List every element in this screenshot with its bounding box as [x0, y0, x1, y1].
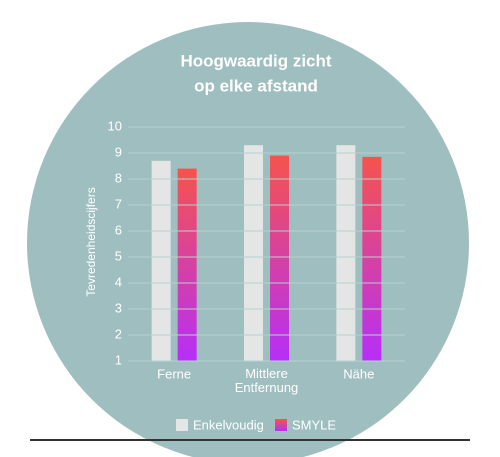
- y-tick-label: 8: [115, 170, 122, 185]
- chart-title: op elke afstand: [194, 76, 318, 95]
- x-tick-label: Mittlere Entfernung: [235, 366, 299, 395]
- y-tick-label: 1: [115, 352, 122, 367]
- legend-label: Enkelvoudig: [193, 417, 264, 432]
- y-tick-label: 6: [115, 222, 122, 237]
- legend-swatch: [275, 419, 287, 431]
- x-tick-label: Ferne: [157, 366, 191, 381]
- y-tick-label: 10: [108, 118, 122, 133]
- bar: [270, 155, 289, 361]
- legend-label: SMYLE: [292, 417, 336, 432]
- bar: [151, 160, 171, 361]
- x-tick-label: Nähe: [343, 366, 374, 381]
- y-tick-label: 7: [115, 196, 122, 211]
- bar: [336, 145, 356, 361]
- legend-swatch: [176, 419, 188, 431]
- chart-title: Hoogwaardig zicht: [180, 51, 331, 70]
- y-tick-label: 5: [115, 248, 122, 263]
- y-tick-label: 3: [115, 300, 122, 315]
- bar: [244, 145, 263, 361]
- bar: [177, 168, 197, 361]
- y-tick-label: 2: [115, 326, 122, 341]
- y-tick-label: 4: [115, 274, 122, 289]
- bar: [362, 156, 382, 361]
- y-tick-label: 9: [115, 144, 122, 159]
- y-axis-label: Tevredenheidscijfers: [84, 187, 98, 296]
